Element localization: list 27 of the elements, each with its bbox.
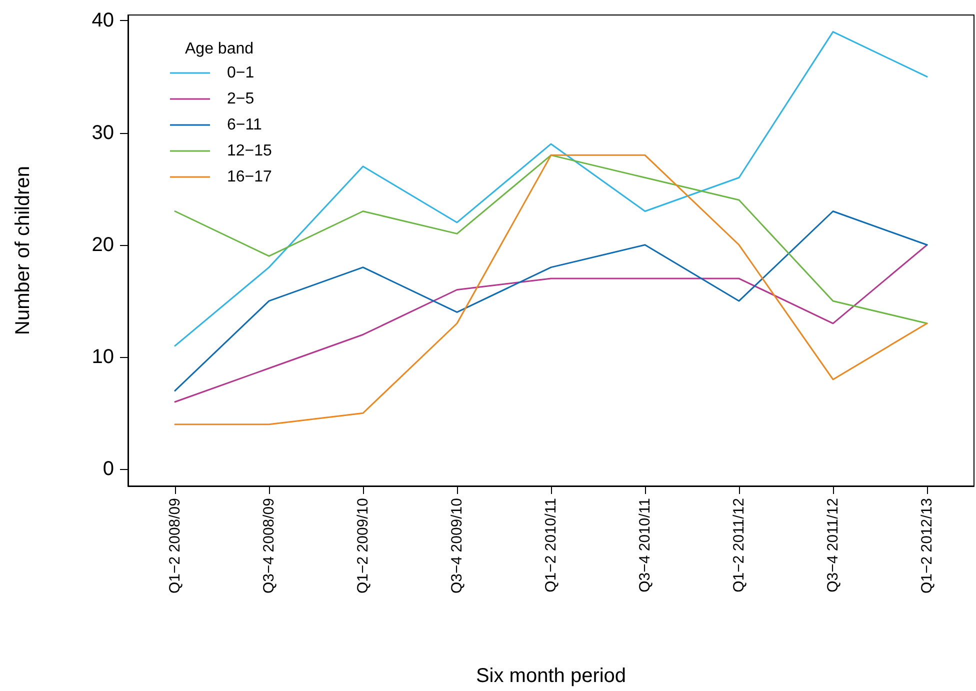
line-series <box>174 154 928 324</box>
x-tick-label: Q1−2 2009/10 <box>354 498 372 594</box>
legend-label: 2−5 <box>227 90 254 108</box>
x-tick-label: Q3−4 2008/09 <box>260 498 278 594</box>
legend-title: Age band <box>185 40 254 58</box>
x-axis-title: Six month period <box>476 665 626 687</box>
x-tick-label: Q1−2 2012/13 <box>918 498 936 594</box>
y-tick-label: 0 <box>102 458 114 480</box>
y-axis-title: Number of children <box>12 166 34 335</box>
line-series <box>174 154 928 426</box>
x-tick-label: Q3−4 2011/12 <box>824 498 842 592</box>
line-series <box>174 210 928 392</box>
x-tick-label: Q1−2 2008/09 <box>166 498 184 594</box>
x-tick-label: Q3−4 2009/10 <box>448 498 466 594</box>
x-tick-label: Q1−2 2010/11 <box>542 498 560 592</box>
y-tick-label: 10 <box>92 346 114 368</box>
line-series <box>174 31 928 347</box>
y-tick-label: 20 <box>92 234 114 256</box>
y-tick-label: 30 <box>92 122 114 144</box>
line-series <box>174 244 928 403</box>
x-tick-label: Q3−4 2010/11 <box>636 498 654 592</box>
legend-label: 6−11 <box>227 116 262 134</box>
y-tick-label: 40 <box>92 10 114 32</box>
legend-label: 12−15 <box>227 142 272 160</box>
legend-label: 16−17 <box>227 168 272 186</box>
legend-label: 0−1 <box>227 64 254 82</box>
x-tick-label: Q1−2 2011/12 <box>730 498 748 592</box>
